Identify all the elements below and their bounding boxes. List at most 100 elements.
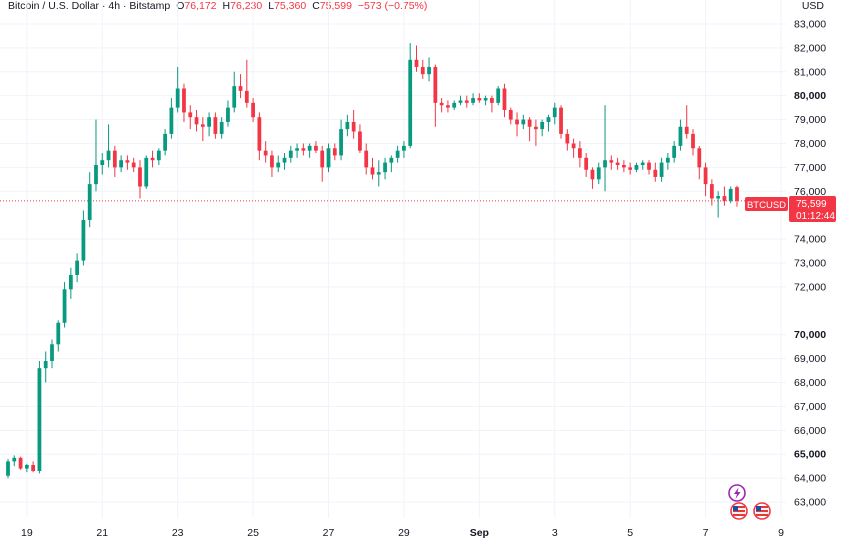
candle-body — [446, 105, 450, 108]
candle-body — [709, 184, 714, 199]
time-tick-label: 9 — [778, 527, 784, 539]
time-tick-label: 27 — [323, 527, 335, 539]
time-tick-label: 29 — [398, 527, 410, 539]
candle-body — [307, 145, 312, 151]
candle-body — [351, 121, 356, 132]
price-tick-label: 65,000 — [794, 449, 826, 461]
price-tick-label: 66,000 — [794, 425, 826, 437]
price-tick-label: 76,000 — [794, 186, 826, 198]
candle-body — [182, 88, 186, 113]
candle-body — [282, 157, 287, 163]
candle-body — [257, 117, 262, 151]
candle-body — [728, 188, 733, 201]
price-tick-label: 69,000 — [794, 353, 826, 365]
price-tick-label: 73,000 — [794, 258, 826, 270]
candle-body — [106, 150, 111, 161]
price-tick-label: 67,000 — [794, 401, 826, 413]
candle-body — [251, 102, 255, 118]
last-price-label: 75,599 01:12:44 — [789, 196, 836, 222]
candle-body — [138, 167, 142, 187]
candle-body — [295, 148, 299, 151]
candle-body — [100, 160, 105, 165]
time-tick-label: 5 — [627, 527, 633, 539]
us-flag-event-icon[interactable] — [753, 502, 771, 520]
candle-body — [270, 155, 274, 168]
candle-body — [200, 124, 205, 127]
candle-body — [534, 126, 538, 130]
candle-body — [219, 121, 224, 134]
price-tick-label: 79,000 — [794, 114, 826, 126]
candle-body — [665, 157, 670, 163]
candle-body — [364, 150, 369, 168]
candle-body — [402, 145, 406, 151]
candle-body — [244, 90, 249, 103]
price-tick-label: 82,000 — [794, 42, 826, 54]
candle-body — [24, 464, 29, 469]
candle-body — [332, 148, 337, 156]
time-tick-label: 25 — [247, 527, 259, 539]
candle-body — [684, 126, 689, 134]
time-tick-label: 19 — [21, 527, 33, 539]
candle-body — [175, 88, 180, 108]
candle-body — [6, 461, 10, 476]
time-tick-label: Sep — [470, 527, 489, 539]
candle-body — [596, 167, 601, 180]
candle-body — [37, 368, 42, 471]
candle-body — [571, 143, 576, 149]
candle-body — [477, 98, 482, 101]
candle-body — [439, 102, 444, 106]
candle-body — [628, 167, 633, 170]
candle-body — [540, 121, 545, 130]
us-flag-event-icon[interactable] — [730, 502, 748, 520]
candle-body — [678, 126, 683, 146]
bar-countdown: 01:12:44 — [796, 211, 835, 222]
candle-body — [471, 98, 475, 103]
candle-body — [722, 196, 727, 201]
candle-body — [263, 150, 268, 156]
price-tick-label: 78,000 — [794, 138, 826, 150]
candle-body — [389, 157, 394, 163]
candle-body — [169, 107, 174, 134]
candle-body — [156, 150, 161, 161]
lightning-event-icon[interactable] — [728, 484, 746, 502]
candle-body — [521, 119, 526, 125]
price-axis[interactable]: 83,000 82,000 81,000 80,000 79,000 78,000 77,0… — [794, 18, 826, 508]
price-tick-label: 68,000 — [794, 377, 826, 389]
candle-body — [358, 131, 362, 151]
currency-label[interactable]: USD — [801, 0, 824, 12]
candle-body — [414, 59, 419, 67]
candle-body — [565, 133, 570, 144]
candle-body — [408, 59, 413, 146]
candle-body — [194, 117, 199, 125]
candle-body — [112, 150, 117, 168]
candle-body — [376, 172, 381, 175]
price-tick-label: 64,000 — [794, 473, 826, 485]
candle-body — [559, 107, 563, 134]
candle-body — [276, 162, 281, 168]
high-value: 76,230 — [230, 0, 263, 12]
close-value: 75,599 — [319, 0, 352, 12]
price-tick-label: 81,000 — [794, 66, 826, 78]
candle-body — [31, 464, 36, 471]
candle-body — [659, 162, 664, 177]
candle-body — [50, 344, 54, 362]
last-price-value: 75,599 — [796, 199, 827, 210]
candle-body — [87, 184, 92, 220]
candle-body — [238, 86, 243, 91]
candle-body — [653, 169, 658, 177]
candle-body — [232, 86, 237, 108]
candle-body — [647, 162, 651, 170]
candle-body — [339, 129, 343, 156]
candle-body — [68, 274, 73, 290]
open-value: 76,172 — [184, 0, 217, 12]
price-tick-label: 63,000 — [794, 497, 826, 509]
candle-body — [716, 196, 721, 199]
time-axis[interactable]: 192123252729Sep357911131517 — [21, 527, 850, 539]
time-tick-label: 7 — [703, 527, 709, 539]
price-tick-label: 70,000 — [794, 329, 826, 341]
candle-body — [12, 457, 17, 462]
candle-body — [320, 150, 325, 168]
candle-body — [131, 162, 136, 168]
candle-body — [508, 110, 513, 120]
